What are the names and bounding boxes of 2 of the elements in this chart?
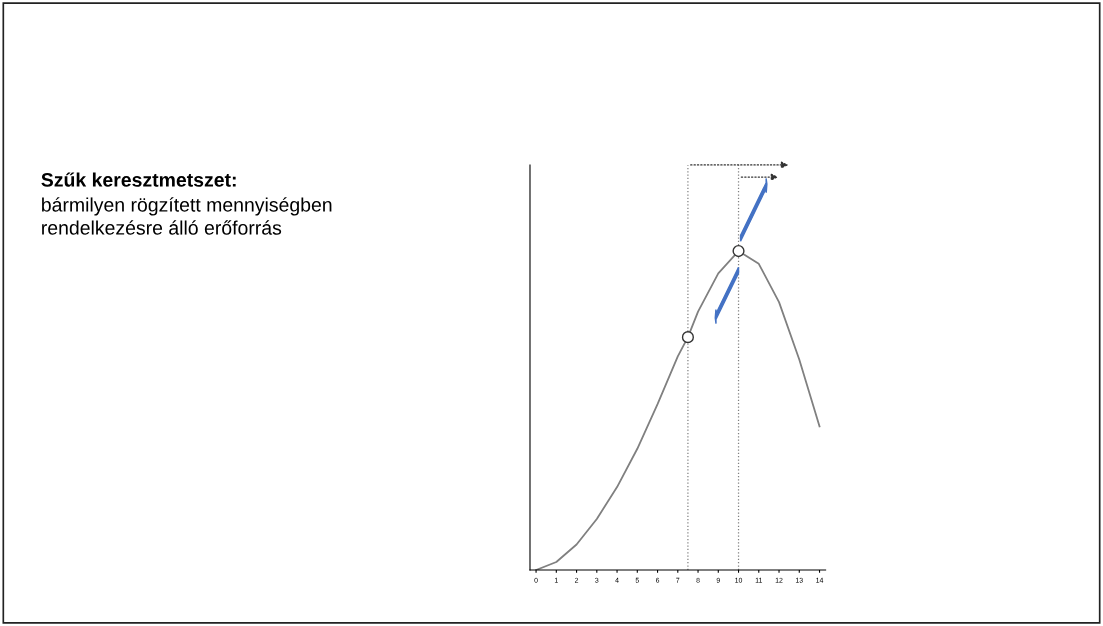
text: Szűk keresztmetszet:: [41, 172, 236, 187]
text: bármilyen rögzített mennyiségben rendelkezésre álló erőforrás: [42, 197, 332, 235]
